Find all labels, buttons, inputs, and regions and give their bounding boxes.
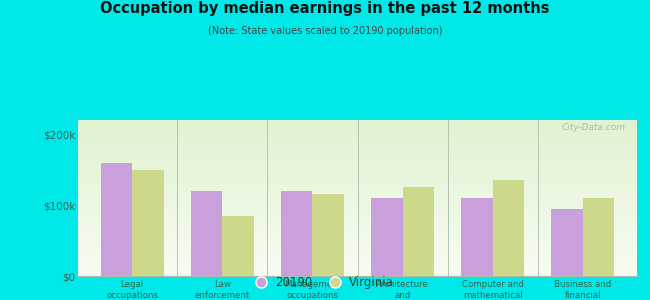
Bar xyxy=(101,163,132,276)
Text: (Note: State values scaled to 20190 population): (Note: State values scaled to 20190 popu… xyxy=(208,26,442,35)
Bar xyxy=(132,169,164,276)
Bar xyxy=(583,198,614,276)
Bar xyxy=(551,208,583,276)
Text: City-Data.com: City-Data.com xyxy=(562,123,626,132)
Bar xyxy=(402,188,434,276)
Bar xyxy=(281,191,313,276)
Bar xyxy=(190,191,222,276)
Bar xyxy=(462,198,493,276)
Bar xyxy=(222,216,254,276)
Legend: 20190, Virginia: 20190, Virginia xyxy=(252,272,398,294)
Text: Occupation by median earnings in the past 12 months: Occupation by median earnings in the pas… xyxy=(100,2,550,16)
Bar xyxy=(493,180,525,276)
Bar xyxy=(371,198,402,276)
Bar xyxy=(313,194,344,276)
